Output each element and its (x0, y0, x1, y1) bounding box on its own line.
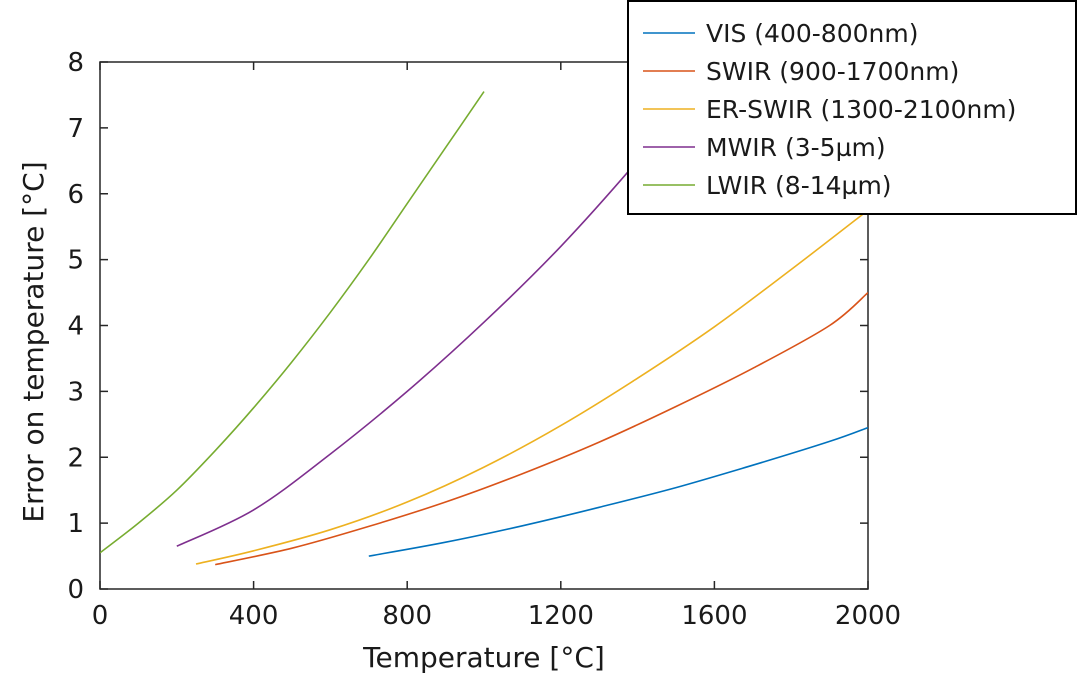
y-tick-label: 3 (67, 377, 84, 407)
legend-label-2: SWIR (900-1700nm) (706, 57, 959, 86)
legend: VIS (400-800nm) SWIR (900-1700nm) ER-SWIR … (627, 0, 1077, 215)
legend-label-1: VIS (400-800nm) (706, 19, 918, 48)
y-tick-label: 4 (67, 312, 84, 342)
tick-labels: 0 400 800 1200 1600 2000 0 1 2 3 4 5 6 7 8 (67, 48, 901, 631)
x-tick-label: 400 (229, 601, 279, 631)
y-axis-title: Error on temperature [°C] (17, 161, 50, 522)
y-tick-label: 5 (67, 246, 84, 276)
y-tick-label: 8 (67, 48, 84, 78)
legend-label-5: LWIR (8-14µm) (706, 171, 892, 200)
y-tick-label: 7 (67, 114, 84, 144)
x-tick-label: 800 (382, 601, 432, 631)
x-axis-title: Temperature [°C] (362, 641, 605, 674)
x-tick-label: 0 (92, 601, 109, 631)
series-line-3 (195, 209, 868, 565)
legend-box (627, 0, 1077, 215)
series-line-1 (368, 426, 868, 557)
y-tick-label: 2 (67, 443, 84, 473)
legend-label-4: MWIR (3-5µm) (706, 133, 886, 162)
y-tick-label: 1 (67, 509, 84, 539)
series-line-2 (215, 291, 868, 566)
y-tick-label: 0 (67, 575, 84, 605)
series-line-5 (100, 91, 485, 554)
x-tick-label: 1600 (681, 601, 747, 631)
legend-label-3: ER-SWIR (1300-2100nm) (706, 95, 1016, 124)
y-tick-label: 6 (67, 180, 84, 210)
x-tick-label: 1200 (528, 601, 594, 631)
x-tick-label: 2000 (835, 601, 901, 631)
